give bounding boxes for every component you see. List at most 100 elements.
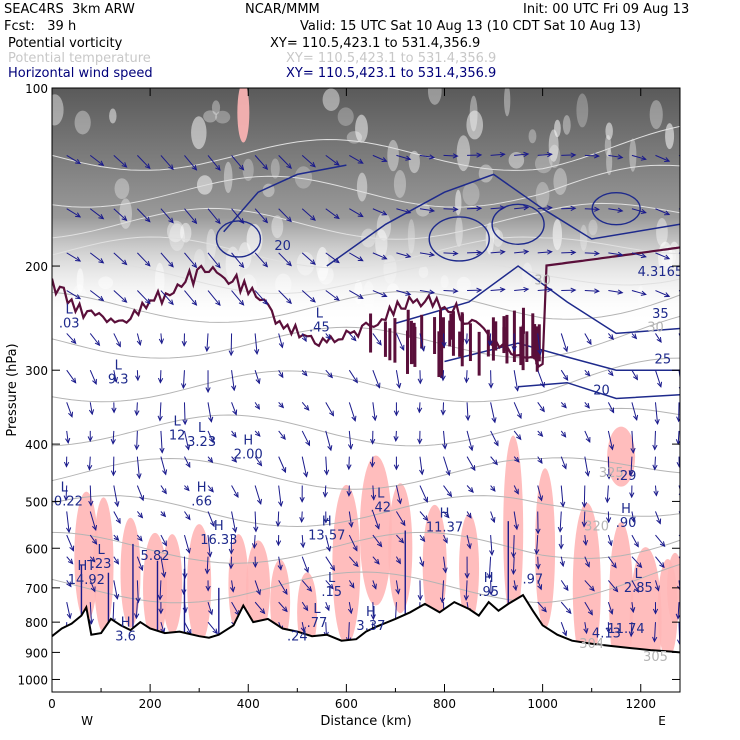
wind-vector-head	[468, 487, 474, 493]
wind-vector	[160, 333, 163, 344]
pv-shading-streak	[462, 182, 480, 206]
wind-vector	[278, 290, 292, 304]
wind-vector-head	[262, 217, 269, 224]
wind-vector	[348, 602, 352, 614]
wind-vector	[66, 369, 77, 384]
wind-vector	[254, 155, 268, 170]
wind-vector-head	[231, 385, 237, 392]
wind-vector-head	[191, 164, 198, 171]
wind-vector	[66, 430, 69, 443]
wind-vector-head	[617, 289, 624, 295]
wind-vector	[113, 556, 119, 565]
wind-vector-head	[652, 608, 659, 615]
wind-vector	[207, 208, 221, 224]
pv-blob	[162, 534, 183, 635]
x-tick-label: 0	[48, 697, 56, 711]
wind-vector	[159, 370, 162, 383]
wind-vector-head	[539, 406, 545, 413]
pv-shading-streak	[180, 222, 192, 243]
wind-vector-head	[300, 542, 306, 549]
x-tick-label: 200	[139, 697, 162, 711]
wind-vector	[419, 556, 424, 567]
wind-vector-head	[370, 614, 376, 621]
wind-vector	[89, 485, 92, 506]
extremum-value: 2.85	[624, 581, 653, 596]
wind-vector	[160, 534, 167, 546]
wind-vector-head	[608, 608, 614, 615]
wind-vector-head	[68, 411, 74, 418]
wind-vector-head	[233, 492, 239, 499]
wind-vector	[630, 456, 633, 475]
wind-vector-head	[589, 585, 595, 592]
wind-vector-head	[75, 212, 82, 218]
pv-shading-streak	[606, 148, 613, 176]
wind-vector-head	[346, 464, 352, 471]
wind-vector-head	[168, 164, 174, 171]
wind-vector	[655, 154, 670, 162]
wind-vector-head	[405, 290, 412, 296]
wind-vector	[443, 290, 458, 292]
wind-vector-head	[523, 249, 530, 255]
wind-vector-head	[583, 628, 589, 635]
wind-vector	[631, 154, 646, 160]
wind-vector-head	[537, 458, 543, 465]
wind-vector	[137, 252, 151, 267]
wind-vector	[136, 333, 141, 345]
pv-shading-streak	[375, 229, 388, 258]
wind-vector-head	[303, 605, 309, 612]
wind-vector	[206, 556, 209, 574]
wind-vector-head	[301, 370, 308, 377]
wind-vector-head	[231, 431, 237, 438]
wind-speed-contour	[215, 220, 262, 258]
wind-vector	[607, 601, 613, 614]
y-tick-label: 100	[25, 82, 48, 96]
wind-vector-head	[333, 213, 340, 220]
wind-vector	[396, 290, 411, 295]
wind-vector	[278, 252, 292, 266]
pv-shading-streak	[660, 246, 677, 268]
extremum-value: .90	[616, 516, 637, 531]
wind-vector-head	[253, 526, 259, 533]
wind-vector-head	[546, 205, 553, 211]
wind-vector-head	[160, 511, 167, 518]
wind-speed-contour	[326, 173, 680, 267]
wind-vector	[348, 580, 355, 588]
wind-vector-head	[162, 469, 168, 476]
wind-vector-head	[606, 473, 612, 480]
wind-vector	[371, 456, 374, 467]
wind-vector-head	[238, 262, 245, 269]
wind-vector	[419, 252, 435, 256]
wind-vector-head	[628, 631, 634, 638]
wind-vector-head	[323, 469, 330, 476]
pv-shading-streak	[71, 284, 88, 316]
wind-vector	[466, 511, 472, 519]
wind-vector-head	[370, 494, 377, 501]
wind-vector	[395, 430, 397, 441]
wind-vector-head	[488, 382, 494, 389]
wind-vector-head	[628, 470, 634, 477]
wind-vector-head	[540, 381, 545, 389]
wind-vector	[207, 485, 214, 492]
terrain-line	[52, 593, 680, 654]
wind-vector	[278, 580, 288, 595]
wind-vector	[537, 580, 542, 590]
wind-vector-head	[563, 346, 569, 353]
wind-vector-head	[300, 626, 306, 633]
wind-vector	[89, 370, 97, 385]
y-tick-label: 700	[25, 582, 48, 596]
wind-vector-head	[348, 521, 354, 528]
wind-vector-head	[209, 521, 215, 528]
wind-vector	[607, 430, 613, 450]
wind-speed-contour	[491, 203, 545, 246]
wind-vector	[66, 290, 81, 300]
pv-shading-streak	[169, 223, 186, 252]
wind-vector	[490, 288, 505, 292]
x-tick-label: 1200	[625, 697, 656, 711]
wind-vector-head	[357, 158, 364, 164]
wind-vector-head	[184, 485, 190, 492]
wind-vector	[584, 369, 591, 377]
wind-vector	[631, 369, 638, 380]
extremum-value: 11.37	[426, 520, 463, 535]
pv-shading-streak	[456, 135, 471, 172]
wind-vector	[584, 252, 599, 255]
